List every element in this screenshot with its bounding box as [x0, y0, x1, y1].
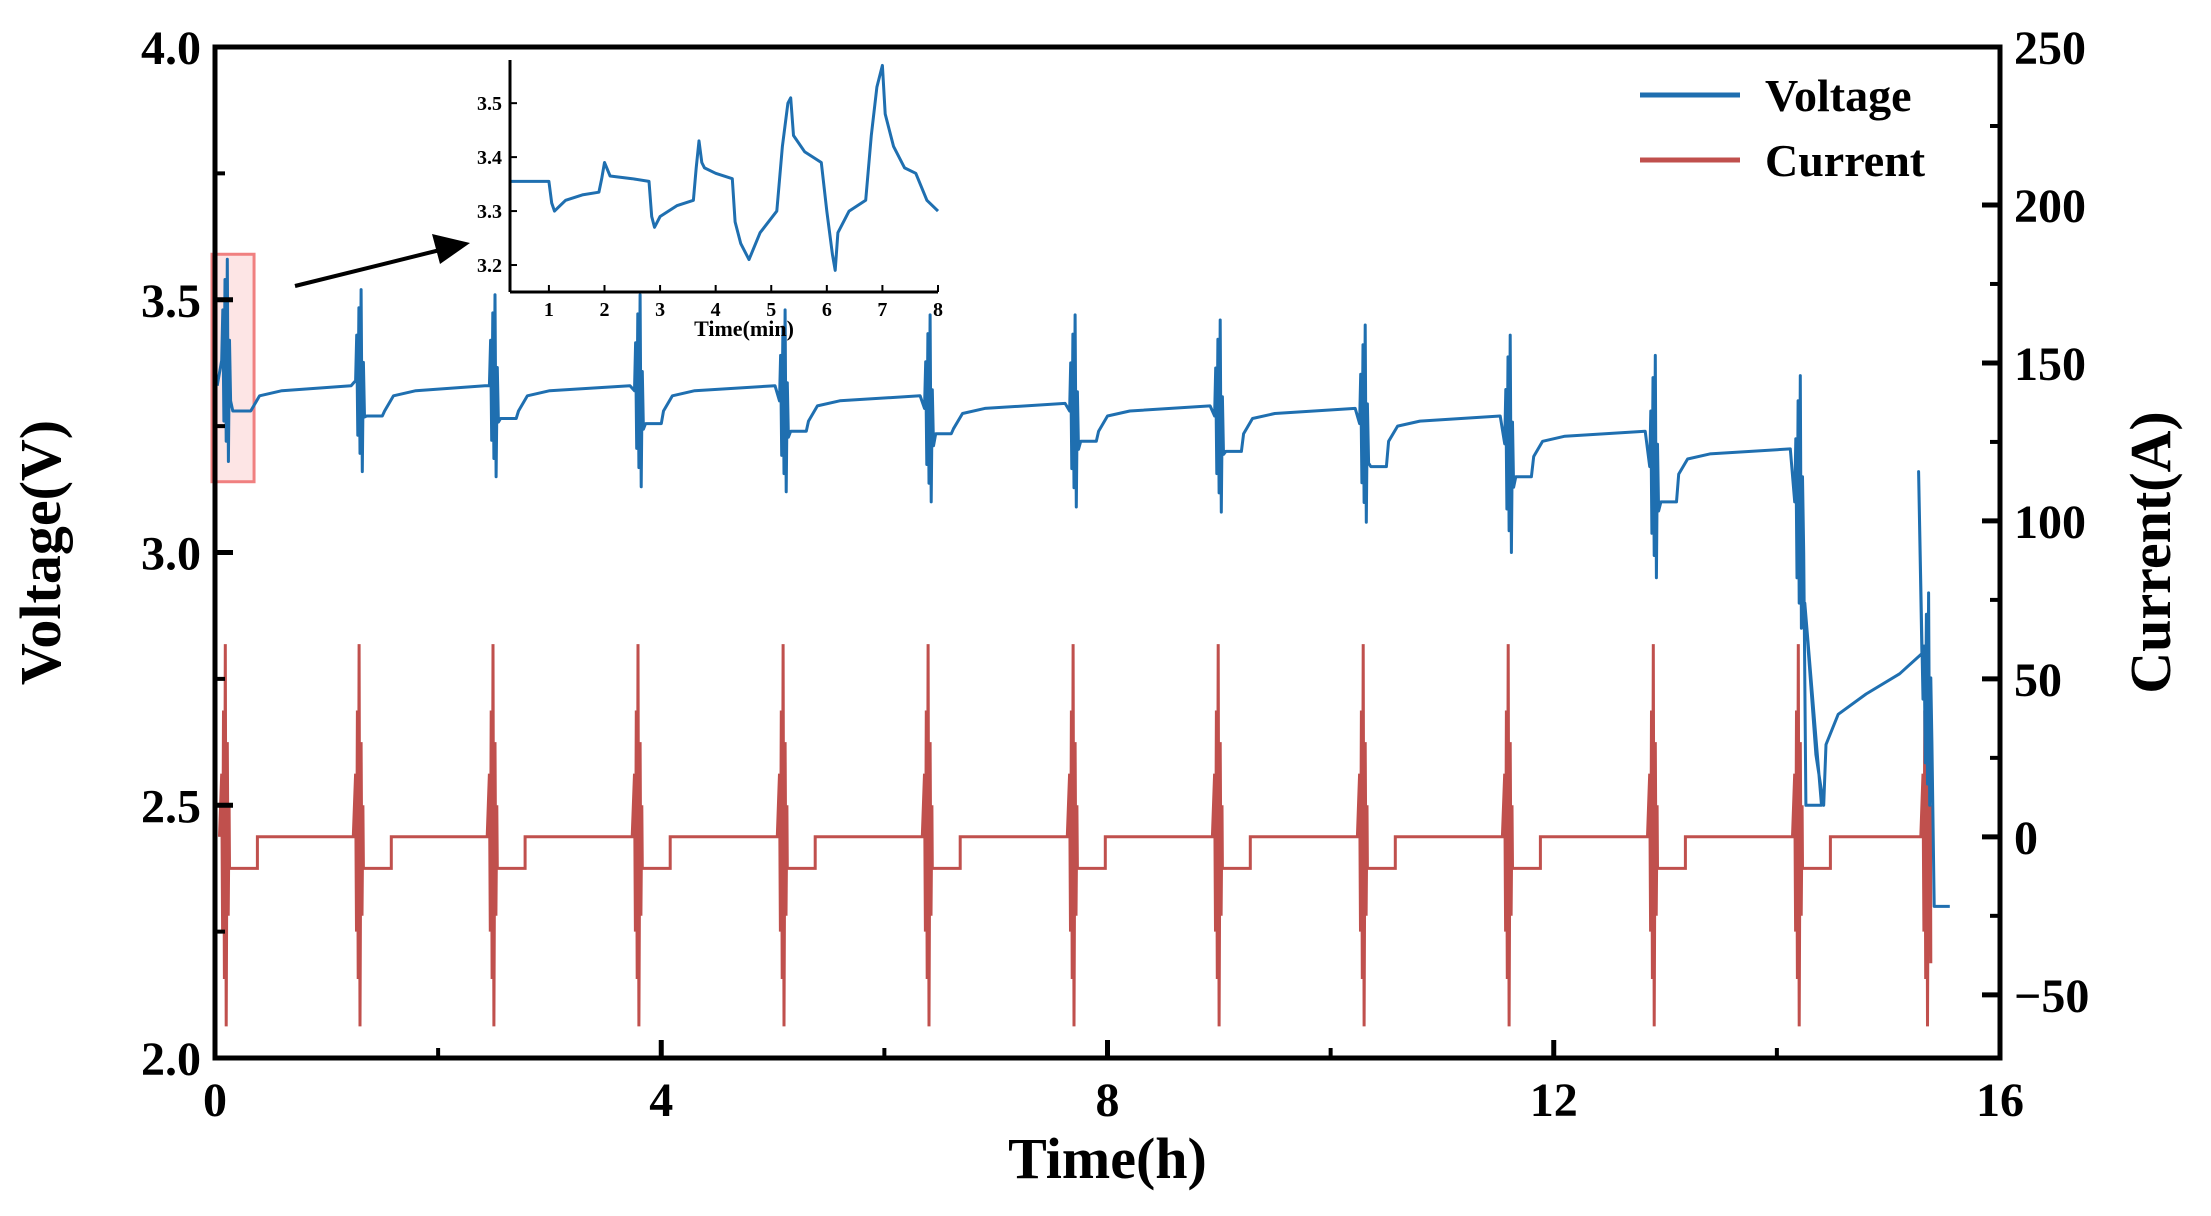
y-right-tick-label: 150: [2014, 338, 2086, 391]
zoom-arrow-line: [294, 248, 441, 288]
voltage-line: [215, 257, 1950, 908]
inset-chart: 1 2 3 4 5 6 7 8 3.2 3.3 3.4 3.5 Time(min): [477, 60, 943, 341]
inset-x-tick-label: 6: [822, 299, 832, 321]
x-tick-label: 16: [1976, 1074, 2024, 1127]
y-left-axis-title: Voltage(V): [8, 420, 73, 685]
y-left-tick-label: 3.0: [141, 528, 201, 581]
voltage-series: [215, 257, 1950, 908]
highlight-region: [210, 252, 256, 484]
inset-x-tick-label: 3: [655, 299, 665, 321]
inset-voltage-series: [510, 63, 940, 272]
inset-y-tick-label: 3.3: [477, 201, 502, 223]
current-line: [218, 644, 1933, 1027]
inset-y-tick-label: 3.4: [477, 147, 502, 169]
legend: Voltage Current: [1640, 70, 1926, 186]
legend-label-voltage: Voltage: [1765, 70, 1912, 121]
x-tick-label: 0: [203, 1074, 227, 1127]
zoom-arrow-head: [432, 234, 470, 264]
x-tick-label: 8: [1096, 1074, 1120, 1127]
y-right-tick-label: 200: [2014, 180, 2086, 233]
inset-x-tick-label: 7: [877, 299, 887, 321]
inset-x-axis-title: Time(min): [694, 316, 794, 341]
y-left-tick-label: 2.5: [141, 780, 201, 833]
y-left-tick-label: 3.5: [141, 275, 201, 328]
legend-label-current: Current: [1765, 135, 1926, 186]
inset-x-tick-label: 5: [766, 299, 776, 321]
y-right-tick-label: 100: [2014, 496, 2086, 549]
current-series: [218, 644, 1933, 1027]
y-right-tick-label: 0: [2014, 812, 2038, 865]
inset-x-tick-label: 8: [933, 299, 943, 321]
inset-y-tick-label: 3.2: [477, 255, 502, 277]
inset-x-tick-label: 4: [711, 299, 721, 321]
x-tick-label: 12: [1530, 1074, 1578, 1127]
inset-x-tick-label: 1: [544, 299, 554, 321]
y-right-tick-label: −50: [2014, 970, 2089, 1023]
inset-voltage-line: [510, 63, 940, 272]
y-left-tick-label: 2.0: [141, 1033, 201, 1086]
y-right-tick-label: 50: [2014, 654, 2062, 707]
inset-axes: 1 2 3 4 5 6 7 8 3.2 3.3 3.4 3.5: [477, 60, 943, 321]
zoom-arrow: [294, 234, 470, 288]
y-right-axis-title: Current(A): [2118, 411, 2183, 693]
y-left-tick-label: 4.0: [141, 22, 201, 75]
x-axis-title: Time(h): [1008, 1126, 1207, 1191]
inset-y-tick-label: 3.5: [477, 93, 502, 115]
y-right-tick-label: 250: [2014, 22, 2086, 75]
x-tick-label: 4: [649, 1074, 673, 1127]
inset-x-tick-label: 2: [599, 299, 609, 321]
